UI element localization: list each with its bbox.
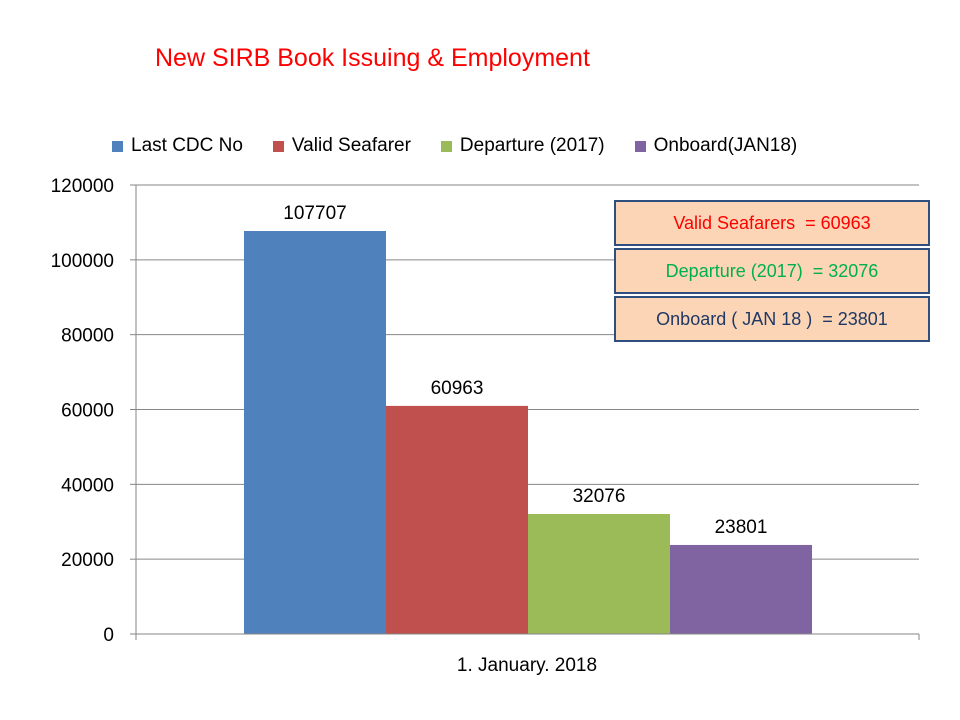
bar-valid-seafarer bbox=[386, 405, 528, 634]
summary-box-onboard: Onboard ( JAN 18 ) = 23801 bbox=[614, 296, 930, 342]
legend-swatch-last-cdc bbox=[112, 140, 123, 152]
summary-boxes: Valid Seafarers = 60963 Departure (2017)… bbox=[614, 200, 930, 344]
summary-box-departure: Departure (2017) = 32076 bbox=[614, 248, 930, 294]
legend-label-valid-seafarer: Valid Seafarer bbox=[291, 135, 411, 156]
legend-label-onboard: Onboard(JAN18) bbox=[653, 135, 798, 156]
bars bbox=[244, 230, 812, 634]
data-label: 60963 bbox=[431, 378, 484, 399]
legend-label-last-cdc: Last CDC No bbox=[131, 135, 243, 156]
legend-label-departure: Departure (2017) bbox=[459, 135, 605, 156]
legend-swatch-valid-seafarer bbox=[272, 140, 284, 152]
bar-onboard-jan18 bbox=[670, 544, 812, 634]
legend-swatch-departure bbox=[440, 140, 452, 152]
chart-legend: Last CDC No Valid Seafarer Departure (20… bbox=[112, 135, 797, 157]
data-label: 32076 bbox=[573, 486, 626, 507]
legend-item-last-cdc: Last CDC No bbox=[112, 135, 243, 157]
y-tick-label: 100000 bbox=[51, 251, 114, 272]
legend-swatch-onboard bbox=[634, 140, 646, 152]
data-labels: 107707 60963 32076 23801 bbox=[283, 203, 767, 538]
y-tick-label: 60000 bbox=[61, 401, 114, 422]
chart-title: New SIRB Book Issuing & Employment bbox=[155, 44, 590, 72]
data-label: 107707 bbox=[283, 203, 346, 224]
y-axis-ticks: 0 20000 40000 60000 80000 100000 120000 bbox=[51, 176, 136, 646]
y-tick-label: 80000 bbox=[61, 326, 114, 347]
y-tick-label: 40000 bbox=[61, 475, 114, 496]
legend-item-valid-seafarer: Valid Seafarer bbox=[272, 135, 411, 157]
x-category-label: 1. January. 2018 bbox=[457, 655, 597, 676]
bar-last-cdc-no bbox=[244, 230, 386, 634]
data-label: 23801 bbox=[715, 517, 768, 538]
y-tick-label: 20000 bbox=[61, 550, 114, 571]
legend-item-departure: Departure (2017) bbox=[440, 135, 605, 157]
y-tick-label: 0 bbox=[103, 625, 114, 646]
bar-departure-2017 bbox=[528, 513, 670, 634]
summary-box-valid-seafarers: Valid Seafarers = 60963 bbox=[614, 200, 930, 246]
y-tick-label: 120000 bbox=[51, 176, 114, 197]
legend-item-onboard: Onboard(JAN18) bbox=[634, 135, 798, 157]
